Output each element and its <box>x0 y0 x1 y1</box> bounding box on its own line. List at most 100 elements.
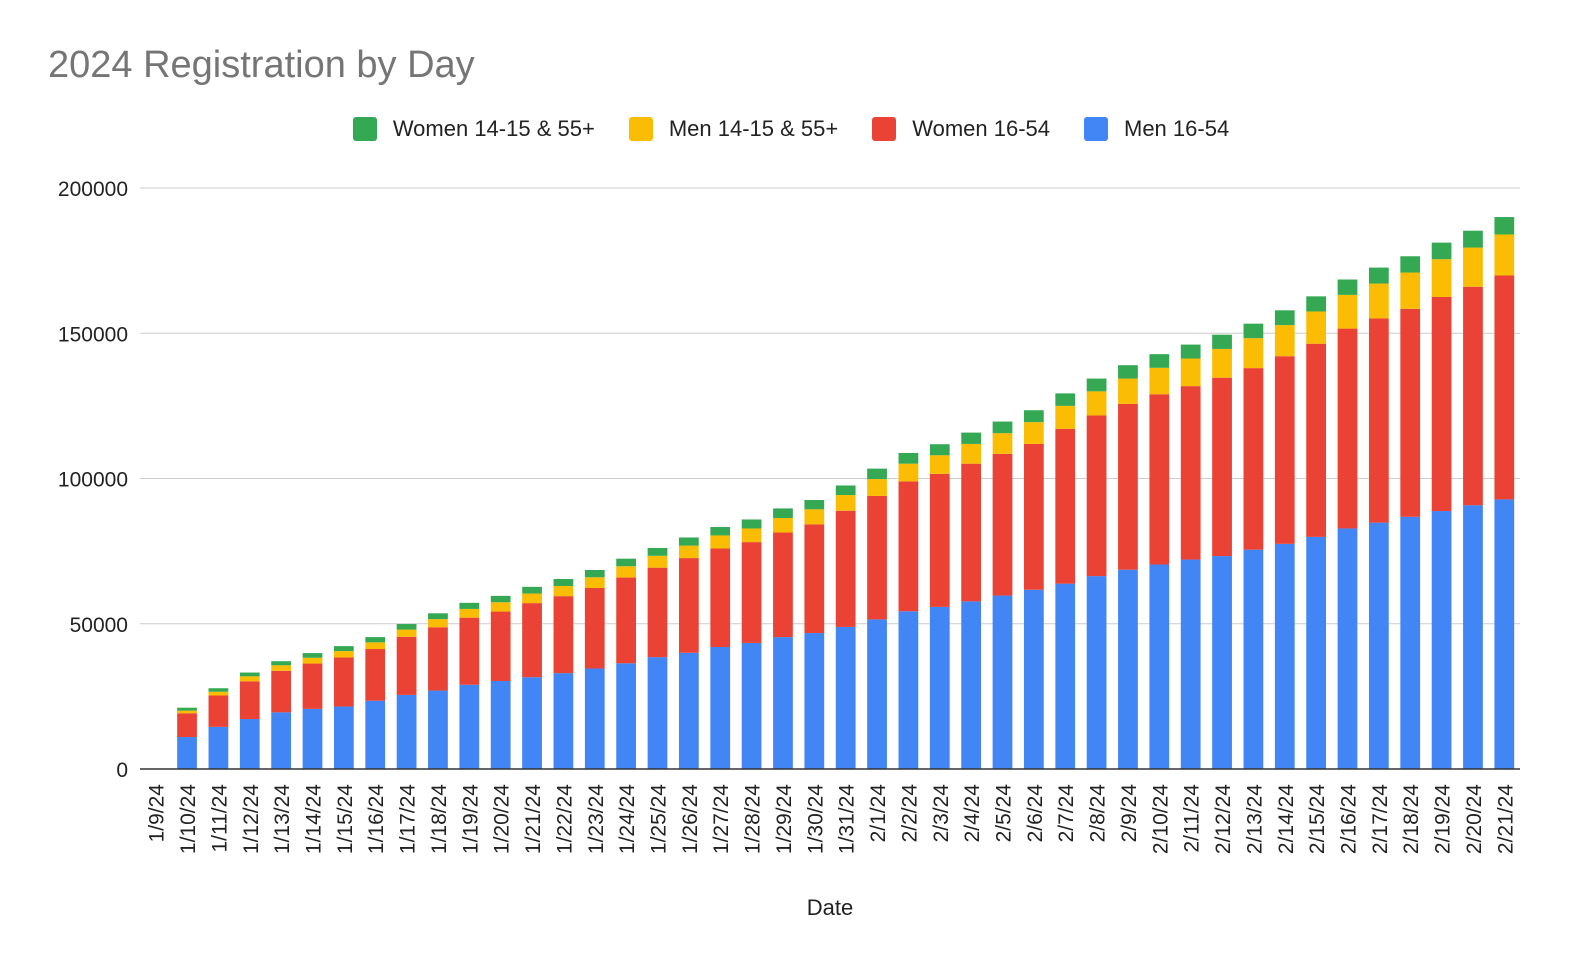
legend-swatch <box>352 117 377 141</box>
bar-women-14-15-55--2-13-24 <box>1243 323 1264 339</box>
x-tick-label: 2/4/24 <box>961 784 984 843</box>
bar-women-16-54-1-15-24 <box>333 657 354 707</box>
y-tick-label: 150000 <box>58 323 128 346</box>
legend-label: Women 16-54 <box>912 116 1050 141</box>
bar-men-14-15-55--1-22-24 <box>553 585 574 597</box>
bar-men-14-15-55--1-13-24 <box>271 665 292 671</box>
x-tick-label: 1/17/24 <box>397 784 420 854</box>
bar-women-14-15-55--2-3-24 <box>929 444 950 456</box>
bar-women-14-15-55--1-23-24 <box>584 570 605 578</box>
bar-women-14-15-55--1-18-24 <box>428 613 448 620</box>
bar-men-16-54-1-14-24 <box>302 708 323 769</box>
bar-men-14-15-55--2-21-24 <box>1494 234 1515 276</box>
bar-women-14-15-55--2-20-24 <box>1463 230 1483 248</box>
x-tick-label: 2/16/24 <box>1338 784 1361 854</box>
x-tick-label: 2/8/24 <box>1087 784 1110 843</box>
bar-men-16-54-2-19-24 <box>1431 511 1452 769</box>
bar-men-16-54-1-24-24 <box>616 663 637 769</box>
x-tick-label: 2/7/24 <box>1055 784 1078 843</box>
bar-men-16-54-2-6-24 <box>1023 589 1044 769</box>
x-tick-label: 2/10/24 <box>1149 784 1172 854</box>
bar-men-14-15-55--1-29-24 <box>773 518 793 533</box>
legend-label: Men 14-15 & 55+ <box>668 116 839 141</box>
bar-men-14-15-55--1-25-24 <box>647 555 668 568</box>
bar-men-14-15-55--1-26-24 <box>678 545 699 559</box>
x-tick-label: 1/10/24 <box>177 784 200 854</box>
bar-women-14-15-55--2-4-24 <box>961 432 982 444</box>
legend-item: Men 16-54 <box>1084 116 1229 142</box>
bar-women-16-54-1-19-24 <box>459 617 480 685</box>
bar-men-14-15-55--1-20-24 <box>490 602 511 612</box>
bar-men-16-54-2-1-24 <box>867 619 887 769</box>
bar-women-16-54-2-14-24 <box>1274 356 1295 544</box>
bar-men-14-15-55--2-20-24 <box>1463 247 1483 287</box>
x-tick-label: 1/9/24 <box>146 784 169 843</box>
x-tick-label: 1/23/24 <box>585 784 608 854</box>
bar-men-16-54-1-17-24 <box>396 694 417 769</box>
x-tick-label: 2/12/24 <box>1212 784 1235 854</box>
x-tick-label: 1/19/24 <box>459 784 482 854</box>
bar-women-16-54-1-28-24 <box>741 542 762 643</box>
bar-men-16-54-1-11-24 <box>208 726 229 769</box>
bar-women-16-54-1-18-24 <box>428 627 448 691</box>
bar-women-14-15-55--1-13-24 <box>271 661 292 666</box>
x-tick-label: 1/20/24 <box>491 784 514 854</box>
bar-men-16-54-2-4-24 <box>961 601 982 769</box>
x-tick-label: 2/11/24 <box>1181 784 1204 853</box>
x-tick-label: 2/19/24 <box>1432 784 1455 854</box>
bar-men-16-54-1-12-24 <box>239 719 260 769</box>
bar-women-16-54-2-21-24 <box>1494 275 1515 500</box>
x-tick-label: 2/5/24 <box>993 784 1016 843</box>
bar-men-16-54-1-25-24 <box>647 657 668 769</box>
bar-men-14-15-55--2-8-24 <box>1086 391 1107 416</box>
bar-women-14-15-55--1-27-24 <box>710 527 731 536</box>
bar-men-16-54-2-11-24 <box>1180 559 1201 769</box>
bar-women-14-15-55--2-7-24 <box>1055 393 1076 406</box>
bar-men-16-54-1-20-24 <box>490 680 511 769</box>
bar-women-14-15-55--1-25-24 <box>647 547 668 556</box>
bar-women-16-54-1-10-24 <box>177 713 197 738</box>
bar-men-16-54-2-9-24 <box>1118 569 1138 769</box>
legend-item: Men 14-15 & 55+ <box>628 116 839 142</box>
bar-men-14-15-55--1-21-24 <box>522 593 542 604</box>
legend-swatch <box>1084 117 1108 141</box>
bar-women-16-54-1-17-24 <box>396 636 417 695</box>
x-tick-label: 1/24/24 <box>616 784 639 854</box>
bar-men-14-15-55--2-17-24 <box>1368 283 1389 319</box>
bar-women-14-15-55--2-2-24 <box>898 452 919 464</box>
legend-swatch <box>628 117 653 141</box>
bar-women-16-54-2-15-24 <box>1306 343 1327 537</box>
bar-women-16-54-1-27-24 <box>710 548 731 647</box>
x-tick-label: 2/18/24 <box>1400 784 1423 854</box>
bar-men-14-15-55--1-18-24 <box>428 619 448 628</box>
bar-men-16-54-2-18-24 <box>1400 516 1421 769</box>
x-tick-label: 1/30/24 <box>804 784 827 854</box>
bar-men-16-54-2-15-24 <box>1306 536 1327 769</box>
x-tick-label: 1/16/24 <box>365 784 388 854</box>
bar-men-16-54-1-19-24 <box>459 684 480 769</box>
bar-women-16-54-1-20-24 <box>490 611 511 681</box>
bar-women-14-15-55--2-11-24 <box>1180 344 1201 359</box>
bar-women-14-15-55--2-14-24 <box>1274 310 1295 326</box>
bar-women-16-54-2-13-24 <box>1243 368 1264 550</box>
legend-swatch <box>872 117 897 141</box>
x-tick-label: 2/13/24 <box>1243 784 1266 854</box>
x-tick-label: 1/11/24 <box>208 784 231 853</box>
bar-men-16-54-1-29-24 <box>773 637 793 769</box>
bar-women-14-15-55--1-21-24 <box>522 586 542 594</box>
bar-men-14-15-55--1-23-24 <box>584 577 605 589</box>
bar-men-16-54-2-12-24 <box>1212 556 1232 769</box>
bar-men-14-15-55--1-31-24 <box>835 495 856 511</box>
x-tick-label: 2/15/24 <box>1306 784 1329 854</box>
chart-legend: Women 14-15 & 55+ Men 14-15 & 55+ Women 16… <box>0 116 1582 142</box>
bar-women-14-15-55--2-17-24 <box>1368 267 1389 284</box>
bar-women-14-15-55--2-16-24 <box>1337 279 1358 295</box>
bar-men-16-54-1-23-24 <box>584 668 605 769</box>
bar-women-14-15-55--1-22-24 <box>553 579 574 586</box>
bar-men-14-15-55--1-15-24 <box>333 651 354 658</box>
bar-women-14-15-55--2-1-24 <box>867 468 887 480</box>
bar-men-14-15-55--2-4-24 <box>961 443 982 464</box>
bar-women-16-54-1-13-24 <box>271 670 292 713</box>
x-tick-label: 1/21/24 <box>522 784 545 854</box>
